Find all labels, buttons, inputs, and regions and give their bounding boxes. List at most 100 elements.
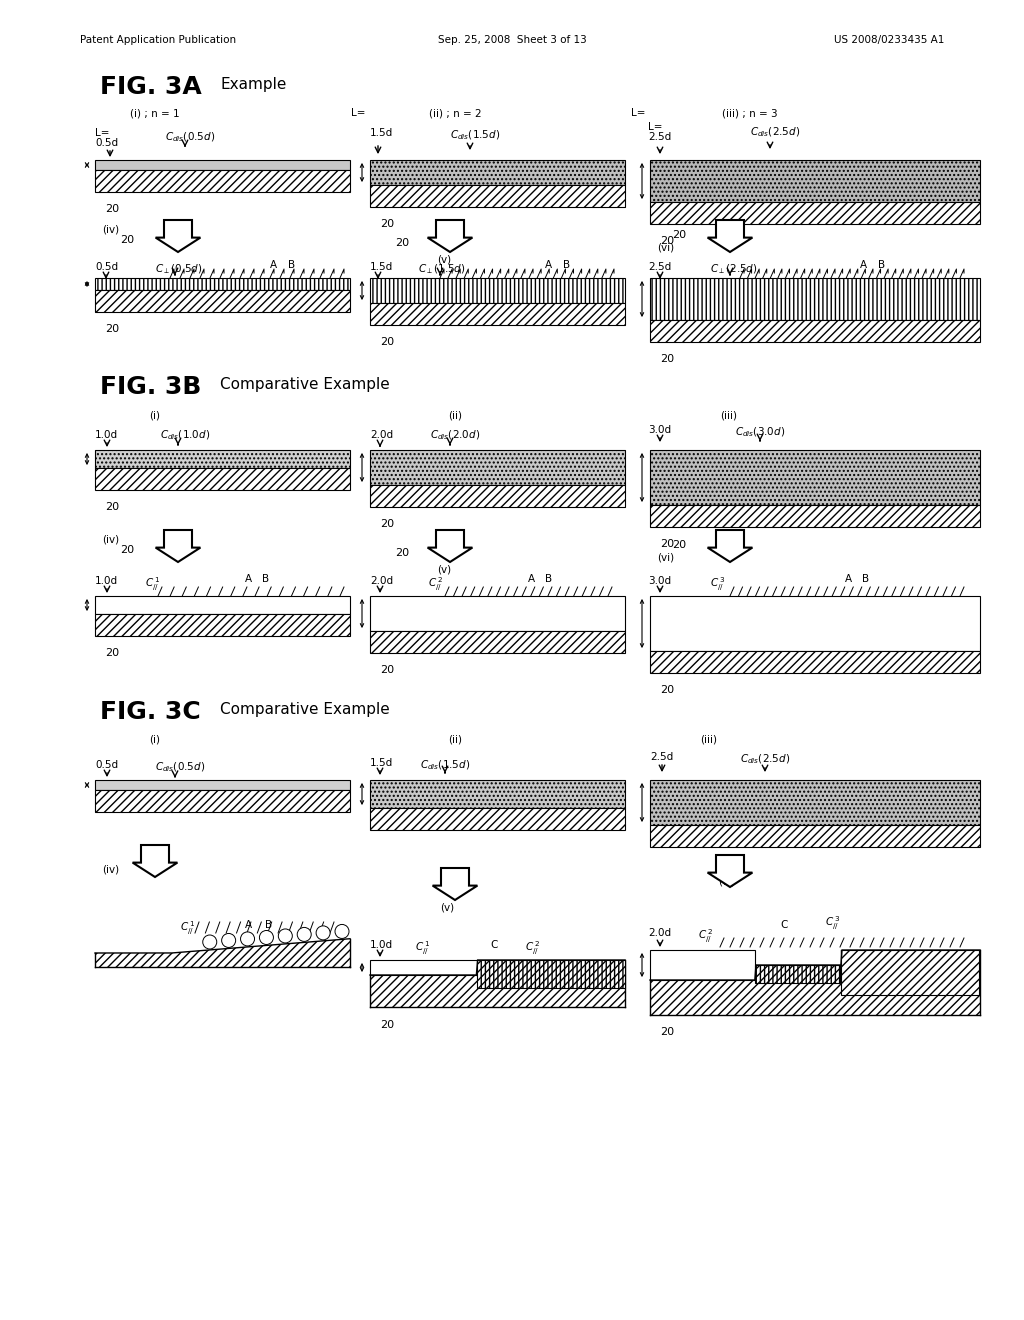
Text: 20: 20	[380, 337, 394, 347]
Text: $C_{//}^{\,3}$: $C_{//}^{\,3}$	[825, 915, 841, 933]
Text: 3.0d: 3.0d	[648, 425, 671, 436]
Text: 20: 20	[660, 685, 674, 696]
Bar	[650, 950, 755, 979]
Text: 20: 20	[672, 230, 686, 240]
Text: 2.5d: 2.5d	[648, 132, 672, 143]
Circle shape	[316, 925, 330, 940]
Text: $C_{dis}(2.0d)$: $C_{dis}(2.0d)$	[430, 428, 480, 442]
Text: 20: 20	[380, 519, 394, 529]
Text: 1.0d: 1.0d	[95, 576, 118, 586]
Circle shape	[221, 933, 236, 948]
Text: A: A	[245, 574, 252, 583]
Bar	[650, 160, 980, 202]
Text: L=: L=	[350, 108, 365, 117]
Polygon shape	[132, 845, 177, 876]
Text: $C_{dis}(0.5d)$: $C_{dis}(0.5d)$	[165, 129, 215, 144]
Text: L=: L=	[95, 128, 110, 139]
Text: Patent Application Publication: Patent Application Publication	[80, 36, 237, 45]
Text: 2.0d: 2.0d	[370, 576, 393, 586]
Text: 20: 20	[105, 205, 119, 214]
Bar	[95, 450, 350, 469]
Polygon shape	[708, 220, 753, 252]
Text: 20: 20	[672, 540, 686, 550]
Text: 1.5d: 1.5d	[370, 261, 393, 272]
Text: FIG. 3A: FIG. 3A	[100, 75, 202, 99]
Text: $C_{dis}(2.5d)$: $C_{dis}(2.5d)$	[750, 125, 800, 139]
Text: (vi): (vi)	[718, 876, 735, 887]
Text: 20: 20	[395, 238, 410, 248]
Text: (ii): (ii)	[449, 735, 462, 744]
Text: B: B	[563, 260, 570, 271]
Text: 20: 20	[395, 548, 410, 558]
Text: 20: 20	[380, 219, 394, 228]
Text: 20: 20	[380, 665, 394, 675]
Text: (ii) ; n = 2: (ii) ; n = 2	[429, 108, 481, 117]
Bar	[370, 484, 625, 507]
Polygon shape	[156, 531, 201, 562]
Text: 3.0d: 3.0d	[648, 576, 671, 586]
Text: $C_{dis}(2.5d)$: $C_{dis}(2.5d)$	[740, 752, 791, 766]
Bar	[95, 614, 350, 636]
Text: A: A	[245, 920, 252, 931]
Bar	[650, 825, 980, 847]
Bar	[95, 597, 350, 614]
Text: 20: 20	[380, 1020, 394, 1030]
Text: C: C	[490, 940, 498, 950]
Bar	[650, 319, 980, 342]
Text: (iv): (iv)	[102, 224, 119, 235]
Text: 0.5d: 0.5d	[95, 760, 118, 770]
Text: 0.5d: 0.5d	[95, 139, 118, 148]
Circle shape	[297, 928, 311, 941]
Text: $C_{//}^{\,1}$: $C_{//}^{\,1}$	[145, 576, 160, 594]
Text: (iv): (iv)	[102, 865, 119, 875]
Text: (v): (v)	[440, 902, 454, 912]
Text: (vi): (vi)	[657, 242, 674, 252]
Text: A: A	[528, 574, 536, 583]
Polygon shape	[428, 220, 472, 252]
Polygon shape	[428, 531, 472, 562]
Circle shape	[279, 929, 292, 942]
Text: $C_{//}^{\,2}$: $C_{//}^{\,2}$	[698, 928, 713, 946]
Text: (iii): (iii)	[720, 411, 737, 420]
Text: 20: 20	[105, 648, 119, 657]
Text: L=: L=	[631, 108, 645, 117]
Text: A: A	[860, 260, 867, 271]
Text: (i): (i)	[150, 735, 161, 744]
Bar	[95, 160, 350, 170]
Text: $C_{//}^{\,2}$: $C_{//}^{\,2}$	[428, 576, 443, 594]
Bar	[650, 506, 980, 527]
Polygon shape	[708, 855, 753, 887]
Text: 20: 20	[660, 354, 674, 364]
Text: $C_\perp(0.5d)$: $C_\perp(0.5d)$	[155, 261, 203, 276]
Bar	[477, 960, 625, 987]
Text: $C_{dis}(0.5d)$: $C_{dis}(0.5d)$	[155, 760, 205, 774]
Bar	[370, 304, 625, 325]
Bar	[650, 450, 980, 506]
Text: 20: 20	[660, 236, 674, 246]
Bar	[370, 960, 477, 975]
Text: 20: 20	[660, 1027, 674, 1038]
Text: $C_{dis}(1.0d)$: $C_{dis}(1.0d)$	[160, 428, 210, 442]
Text: B: B	[265, 920, 272, 931]
Text: A: A	[845, 574, 852, 583]
Text: (i) ; n = 1: (i) ; n = 1	[130, 108, 180, 117]
Text: $C_{//}^{\,1}$: $C_{//}^{\,1}$	[180, 920, 196, 939]
Bar	[755, 965, 840, 983]
Bar	[370, 160, 625, 185]
Polygon shape	[156, 220, 201, 252]
Text: (vi): (vi)	[657, 552, 674, 562]
Text: $C_{dis}(1.5d)$: $C_{dis}(1.5d)$	[450, 128, 500, 141]
Text: 0.5d: 0.5d	[95, 261, 118, 272]
Bar	[370, 808, 625, 830]
Text: (iii) ; n = 3: (iii) ; n = 3	[722, 108, 778, 117]
Text: 20: 20	[105, 323, 119, 334]
Text: (v): (v)	[437, 253, 452, 264]
Text: (iv): (iv)	[102, 535, 119, 545]
Text: (i): (i)	[150, 411, 161, 420]
Text: B: B	[545, 574, 552, 583]
Text: 1.5d: 1.5d	[370, 128, 393, 139]
Bar	[95, 780, 350, 789]
Text: FIG. 3B: FIG. 3B	[100, 375, 202, 399]
Text: (v): (v)	[437, 564, 452, 574]
Circle shape	[203, 935, 217, 949]
